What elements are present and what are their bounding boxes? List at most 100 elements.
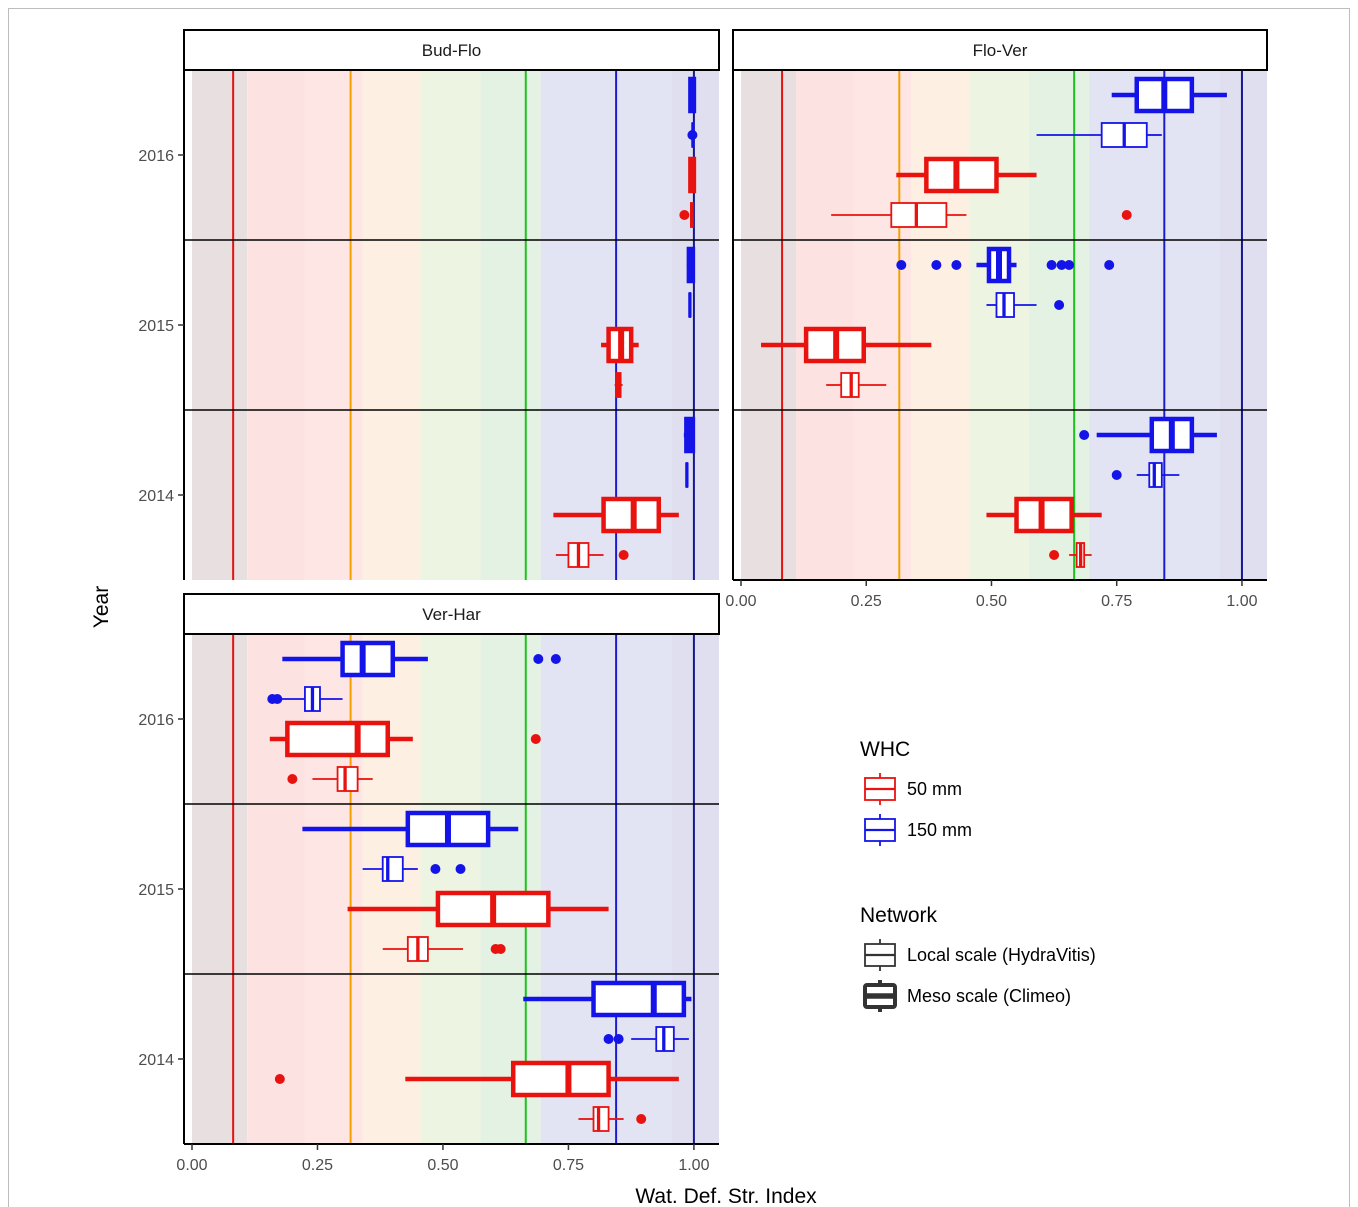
box: [381, 856, 404, 882]
background-band: [540, 634, 672, 1144]
panel-bud-flo: Bud-Flo 2014 2015 2016: [138, 29, 720, 580]
outlier-point: [603, 1034, 614, 1044]
outlier-point: [272, 694, 283, 704]
panel-strip: [183, 593, 720, 635]
box: [890, 202, 948, 228]
boxplot-2015-whc50-local: [382, 936, 506, 962]
background-band: [796, 70, 854, 580]
background-band: [741, 70, 797, 580]
legend-label-whc: 50 mm: [907, 779, 962, 799]
background-band: [1219, 70, 1267, 580]
box: [592, 1106, 610, 1132]
outlier-point: [530, 734, 541, 744]
background-band: [304, 70, 363, 580]
background-band: [362, 70, 421, 580]
background-band: [247, 70, 305, 580]
boxplot-2016-whc150-local: [1036, 122, 1162, 148]
outlier-point: [274, 1074, 285, 1084]
outlier-point: [1056, 260, 1067, 270]
background-band: [540, 70, 672, 580]
panel-ver-har: Ver-Har 2014 2015 2016 0.00 0.25 0.50 0.75 1.00: [138, 593, 720, 1174]
boxplot-2016-whc50-meso: [896, 156, 1037, 194]
x-tick-label: 0.00: [725, 593, 756, 610]
outlier-point: [951, 260, 962, 270]
x-tick-label: 0.50: [976, 593, 1007, 610]
boxplot-2014-whc50-meso: [986, 496, 1102, 534]
legend-label-whc: 150 mm: [907, 820, 972, 840]
outlier-point: [455, 864, 466, 874]
panel-strip: [732, 29, 1268, 71]
background-band: [968, 70, 1030, 580]
outlier-point: [1064, 260, 1075, 270]
legend-title-whc: WHC: [860, 738, 910, 761]
boxplot-2015-whc150-local: [986, 292, 1065, 318]
background-band: [420, 70, 481, 580]
background-band: [247, 634, 305, 1144]
x-axis-title: Wat. Def. Str. Index: [635, 1185, 817, 1207]
boxplot-2014-whc150-local: [603, 1026, 689, 1052]
boxplot-2015-whc150-local: [688, 292, 692, 318]
figure-frame: [8, 8, 1350, 1207]
boxplot-2016-whc150-meso: [282, 640, 561, 678]
x-tick-label: 0.00: [176, 1157, 207, 1174]
panel-title: Ver-Har: [422, 605, 481, 624]
legend-label-network: Local scale (HydraVitis): [907, 945, 1096, 965]
boxplot-2015-whc150-local: [362, 856, 466, 882]
boxplot-2016-whc50-local: [287, 766, 373, 792]
boxplot-2014-whc150-meso: [523, 980, 692, 1018]
background-band: [1089, 70, 1220, 580]
boxplot-2016-whc150-meso: [1111, 76, 1227, 114]
outlier-point: [679, 210, 690, 220]
outlier-point: [636, 1114, 647, 1124]
y-axis-title: Year: [90, 586, 113, 628]
legend-label-network: Meso scale (Climeo): [907, 986, 1071, 1006]
outlier-point: [1054, 300, 1065, 310]
y-tick-label: 2016: [138, 148, 174, 165]
background-band: [1029, 70, 1090, 580]
background-band: [480, 70, 541, 580]
boxplot-2016-whc50-meso: [269, 720, 541, 758]
x-tick-label: 0.25: [851, 593, 882, 610]
x-tick-label: 0.75: [1101, 593, 1132, 610]
y-tick-label: 2014: [138, 488, 174, 505]
box: [510, 1060, 611, 1098]
boxplot-2014-whc50-meso: [274, 1060, 679, 1098]
boxplot-2016-whc50-meso: [688, 156, 697, 194]
boxplot-2016-whc150-local: [687, 122, 698, 148]
box: [340, 640, 396, 678]
outlier-point: [618, 550, 629, 560]
boxplot-2014-whc50-local: [555, 542, 629, 568]
outlier-point: [1111, 470, 1122, 480]
boxplot-2015-whc150-meso: [686, 246, 696, 284]
background-band: [362, 634, 421, 1144]
outlier-point: [896, 260, 907, 270]
background-band: [192, 70, 248, 580]
boxplot-2014-whc150-local: [685, 462, 689, 488]
boxplot-2015-whc50-local: [826, 372, 887, 398]
legend: WHC 50 mm 150 mm Network Local scale (HydraV…: [860, 738, 1096, 1012]
background-band: [911, 70, 969, 580]
boxplot-2016-whc50-local: [831, 202, 1132, 228]
box: [285, 720, 390, 758]
outlier-point: [1046, 260, 1057, 270]
boxplot-2016-whc50-local: [679, 202, 694, 228]
background-band: [671, 70, 719, 580]
boxplot-2015-whc50-meso: [761, 326, 932, 364]
boxplot-2015-whc50-meso: [347, 890, 609, 928]
boxplot-2014-whc150-meso: [683, 416, 696, 454]
outlier-point: [287, 774, 298, 784]
outlier-point: [533, 654, 544, 664]
boxplot-2016-whc150-meso: [688, 76, 697, 114]
outlier-point: [430, 864, 441, 874]
panel-title: Flo-Ver: [973, 41, 1028, 60]
background-band: [304, 634, 363, 1144]
boxplot-2014-whc150-local: [1111, 462, 1180, 488]
boxplot-2014-whc50-meso: [553, 496, 679, 534]
outlier-point: [931, 260, 942, 270]
y-tick-label: 2015: [138, 882, 174, 899]
boxplot-2015-whc150-meso: [302, 810, 519, 848]
background-band: [480, 634, 541, 1144]
x-tick-label: 1.00: [678, 1157, 709, 1174]
panel-strip: [183, 29, 720, 71]
